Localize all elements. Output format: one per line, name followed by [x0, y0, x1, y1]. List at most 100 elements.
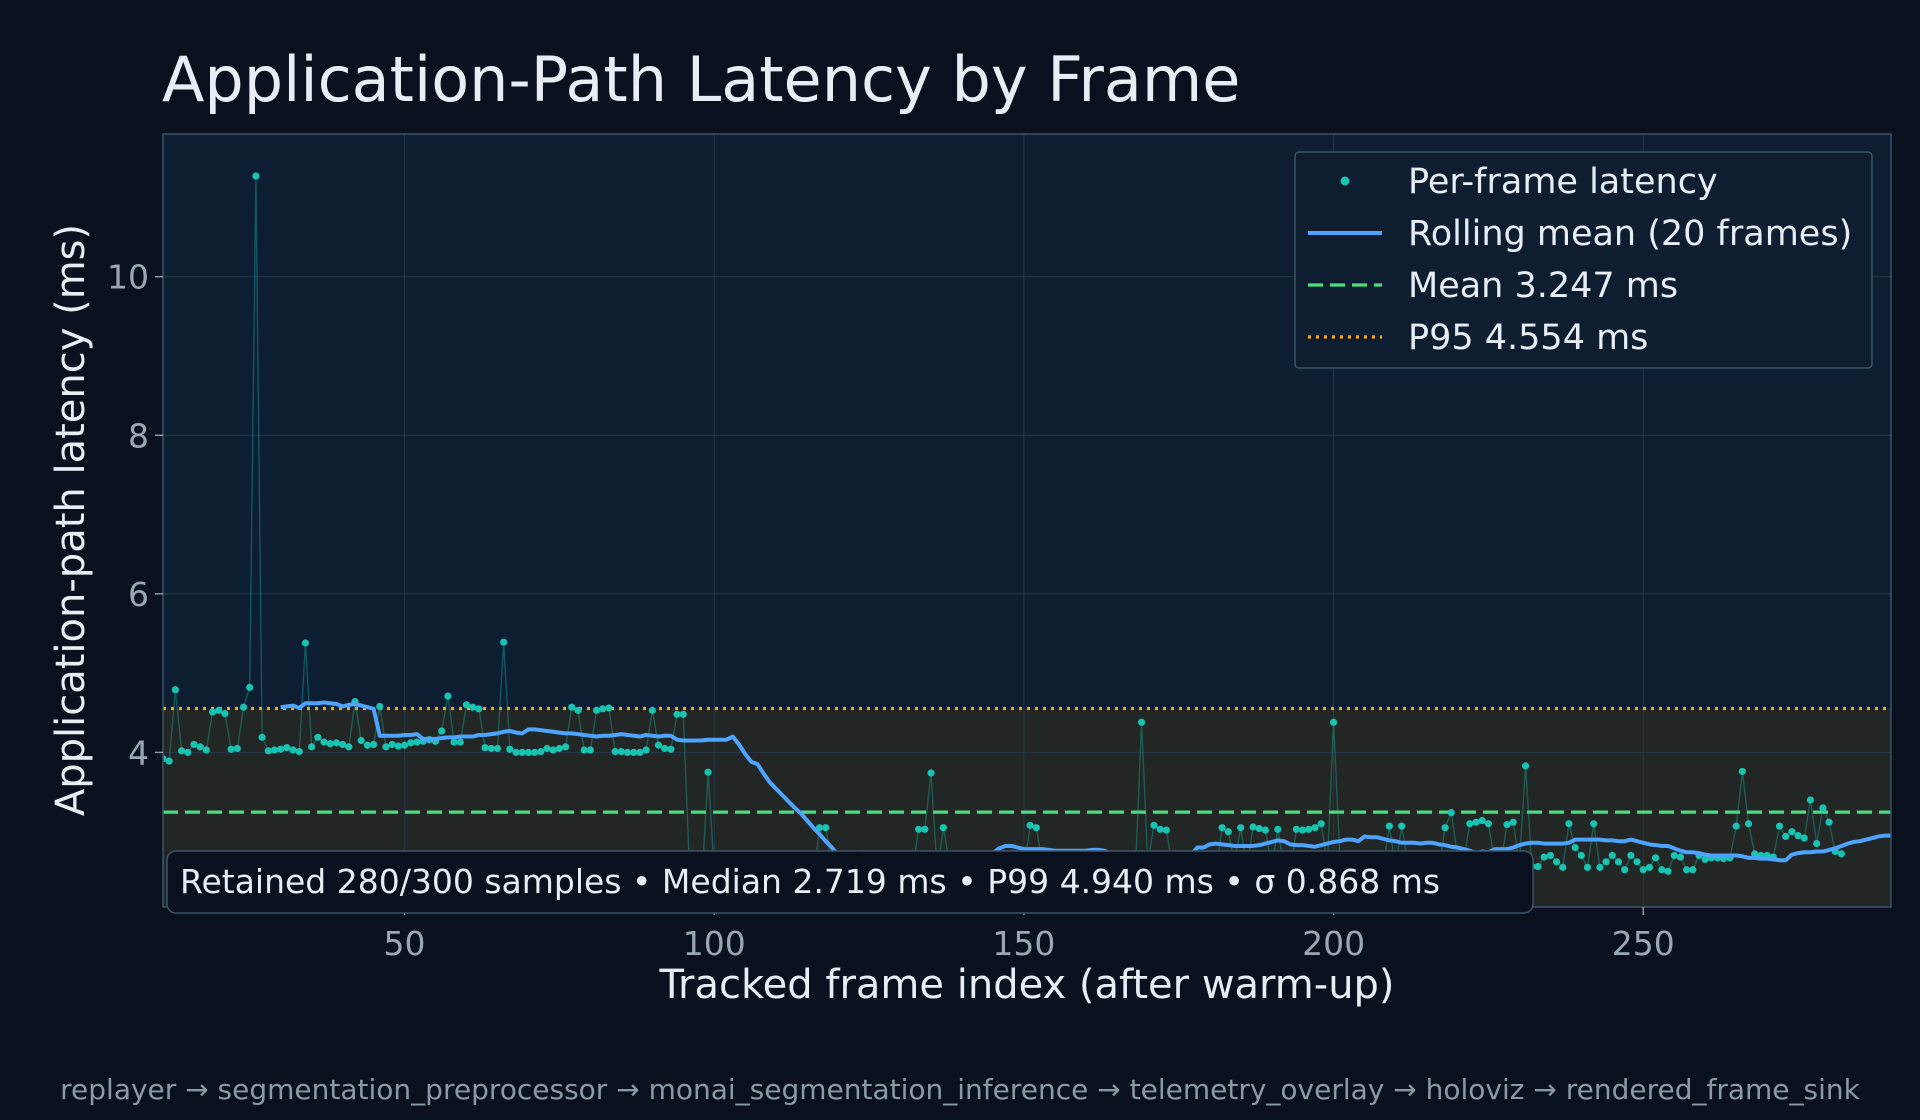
- latency-point: [487, 744, 495, 753]
- legend-label: Mean 3.247 ms: [1408, 266, 1678, 306]
- latency-point: [1398, 822, 1406, 830]
- latency-point: [1596, 863, 1604, 871]
- latency-point: [1299, 826, 1307, 834]
- latency-point: [462, 701, 471, 709]
- latency-point: [407, 739, 415, 747]
- x-axis-ticks: 50 100 150 200 250: [384, 907, 1675, 963]
- latency-point: [339, 740, 347, 749]
- latency-point: [518, 748, 526, 757]
- latency-point: [1806, 796, 1815, 804]
- latency-point: [654, 741, 663, 749]
- latency-point: [1819, 804, 1827, 812]
- chart-title: Application-Path Latency by Frame: [162, 43, 1240, 116]
- latency-point: [444, 692, 452, 700]
- latency-point: [394, 742, 402, 750]
- latency-point: [1534, 862, 1542, 871]
- latency-point: [537, 748, 545, 756]
- x-axis-label: Tracked frame index (after warm-up): [658, 962, 1394, 1008]
- latency-point: [1237, 824, 1245, 832]
- latency-point: [1633, 858, 1641, 866]
- latency-point: [822, 824, 830, 832]
- latency-point: [215, 706, 223, 714]
- latency-point: [1261, 826, 1270, 834]
- latency-point: [1590, 820, 1598, 828]
- latency-point: [165, 757, 173, 765]
- latency-point: [252, 172, 260, 180]
- legend-box: [1294, 151, 1873, 369]
- y-tick-label: 6: [128, 575, 149, 614]
- latency-point: [1484, 820, 1493, 828]
- latency-point: [1385, 822, 1393, 830]
- latency-point: [1614, 858, 1623, 866]
- latency-point: [438, 727, 446, 735]
- latency-point: [1689, 866, 1697, 874]
- latency-point: [555, 744, 563, 753]
- latency-point: [543, 744, 551, 753]
- latency-point: [642, 746, 650, 754]
- latency-point: [184, 748, 192, 757]
- latency-point: [475, 705, 483, 713]
- latency-point: [171, 686, 179, 694]
- latency-point: [661, 744, 669, 753]
- latency-point: [190, 740, 198, 749]
- latency-point: [1658, 866, 1666, 874]
- latency-point: [673, 710, 681, 718]
- latency-point: [177, 747, 186, 755]
- latency-point: [369, 740, 378, 749]
- latency-point: [1683, 866, 1691, 874]
- latency-point: [500, 638, 508, 646]
- latency-point: [1782, 832, 1790, 841]
- latency-point: [1577, 851, 1585, 860]
- latency-point: [1218, 824, 1226, 832]
- latency-point: [1156, 825, 1164, 833]
- latency-point: [481, 744, 489, 752]
- latency-point: [1813, 839, 1821, 848]
- latency-point: [667, 745, 675, 753]
- latency-point: [289, 746, 297, 754]
- latency-point: [1540, 853, 1548, 861]
- latency-point: [586, 746, 594, 754]
- latency-point: [599, 705, 607, 713]
- latency-point: [1800, 834, 1808, 842]
- latency-point: [1571, 843, 1579, 852]
- latency-point: [258, 733, 266, 741]
- latency-point: [363, 741, 371, 749]
- latency-point: [202, 746, 210, 754]
- latency-point: [1621, 866, 1629, 874]
- latency-point: [1162, 826, 1170, 834]
- latency-point: [1559, 863, 1567, 871]
- latency-point: [580, 746, 588, 754]
- latency-point: [915, 825, 923, 833]
- latency-point: [283, 744, 291, 752]
- latency-point: [314, 733, 322, 741]
- latency-point: [270, 746, 279, 754]
- latency-point: [308, 743, 316, 751]
- latency-point: [1788, 828, 1796, 836]
- latency-point: [264, 747, 272, 755]
- latency-point: [1639, 866, 1647, 874]
- latency-point: [1026, 821, 1034, 829]
- legend-label: P95 4.554 ms: [1408, 318, 1648, 358]
- latency-point: [1224, 828, 1232, 836]
- latency-point: [679, 710, 687, 718]
- latency-point: [1441, 824, 1449, 832]
- latency-point: [1652, 854, 1660, 862]
- latency-point: [1670, 851, 1678, 860]
- x-tick-label: 50: [384, 924, 426, 963]
- latency-point: [1447, 809, 1455, 817]
- latency-point: [1565, 820, 1573, 828]
- latency-point: [1255, 824, 1263, 833]
- latency-point: [357, 736, 365, 745]
- latency-point: [1546, 851, 1554, 860]
- x-tick-label: 200: [1302, 924, 1365, 963]
- latency-point: [1732, 822, 1740, 830]
- latency-point: [388, 740, 396, 749]
- legend-label: Rolling mean (20 frames): [1408, 214, 1852, 254]
- latency-point: [636, 748, 644, 757]
- latency-point: [531, 748, 539, 757]
- latency-point: [1137, 718, 1146, 726]
- latency-point: [648, 706, 656, 714]
- latency-point: [1503, 820, 1511, 829]
- latency-point: [1274, 825, 1282, 833]
- latency-point: [469, 703, 477, 711]
